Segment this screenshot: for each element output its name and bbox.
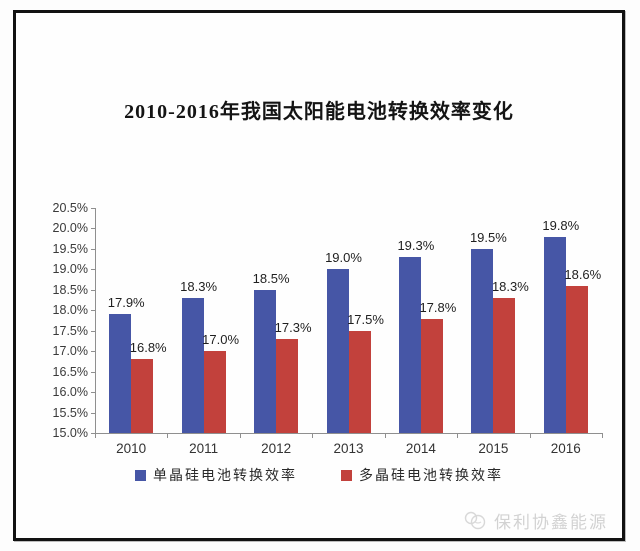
y-tick-label: 16.5% [52, 364, 88, 379]
legend-label: 单晶硅电池转换效率 [153, 469, 297, 484]
bar-value-label: 19.5% [469, 229, 507, 245]
bar-value-label: 17.5% [347, 311, 384, 327]
bar [326, 269, 349, 433]
x-tick [457, 433, 459, 438]
bar-value-label: 16.8% [129, 340, 167, 356]
bar-value-label: 19.0% [325, 250, 362, 266]
watermark: 保利协鑫能源 [463, 508, 608, 533]
gcl-logo-icon [464, 511, 486, 529]
bar-value-label: 18.3% [180, 279, 218, 294]
y-tick [91, 228, 95, 230]
legend: 单晶硅电池转换效率 多晶硅电池转换效率 [16, 465, 622, 485]
bar-value-label: 18.6% [564, 266, 602, 282]
y-tick [91, 248, 95, 250]
y-tick-label: 17.0% [52, 344, 88, 359]
chart-frame: 2010-2016年我国太阳能电池转换效率变化 单晶硅电池转换效率 多晶硅电池转换… [13, 10, 625, 541]
x-axis-line [95, 433, 602, 434]
bar-value-label: 19.3% [397, 238, 435, 254]
y-tick [91, 392, 95, 394]
y-tick-label: 18.0% [52, 303, 88, 318]
bar-value-label: 17.3% [274, 319, 312, 335]
bar [131, 359, 154, 433]
legend-item: 多晶硅电池转换效率 [341, 465, 503, 485]
x-tick-label: 2012 [261, 441, 292, 456]
x-tick-label: 2015 [478, 441, 509, 456]
x-tick-label: 2013 [333, 441, 364, 456]
y-tick-label: 20.5% [52, 201, 88, 215]
bar-value-label: 18.5% [252, 270, 290, 286]
bar [471, 248, 494, 433]
y-tick-label: 20.0% [52, 221, 88, 236]
y-tick [91, 412, 95, 414]
x-tick-label: 2011 [189, 441, 219, 456]
y-tick [91, 371, 95, 373]
y-tick-label: 15.0% [52, 426, 88, 440]
bar-value-label: 17.0% [202, 332, 240, 348]
y-tick [91, 289, 95, 291]
legend-item: 单晶硅电池转换效率 [135, 465, 297, 485]
bar [420, 318, 443, 433]
bar-value-label: 19.8% [542, 217, 580, 233]
x-tick [529, 433, 531, 438]
y-axis-line [95, 208, 96, 433]
x-tick [384, 433, 386, 438]
bar [493, 298, 516, 433]
y-tick [91, 351, 95, 353]
bar [543, 236, 566, 433]
bar [203, 351, 226, 433]
bar [181, 298, 204, 433]
x-tick-label: 2010 [116, 441, 147, 456]
y-tick [91, 330, 95, 332]
y-tick-label: 17.5% [52, 323, 88, 338]
x-tick [167, 433, 169, 438]
legend-label: 多晶硅电池转换效率 [359, 469, 503, 484]
x-tick-label: 2014 [405, 441, 436, 456]
chart-title: 2010-2016年我国太阳能电池转换效率变化 [124, 101, 514, 123]
y-tick-label: 19.0% [52, 262, 88, 277]
y-tick [91, 208, 95, 209]
x-tick-label: 2016 [550, 441, 581, 456]
x-tick [312, 433, 314, 438]
y-tick [91, 433, 95, 434]
y-tick-label: 16.0% [52, 385, 88, 400]
y-tick-label: 19.5% [52, 241, 88, 256]
x-tick [602, 433, 603, 438]
x-tick [239, 433, 241, 438]
bar [398, 257, 421, 433]
bar [109, 314, 132, 433]
bar-value-label: 17.8% [419, 299, 457, 315]
bar-value-label: 18.3% [491, 279, 529, 294]
bar [348, 330, 371, 433]
bar-value-label: 17.9% [107, 295, 145, 311]
bar [565, 285, 588, 433]
bar [276, 338, 299, 433]
y-tick-label: 15.5% [52, 405, 88, 420]
y-tick [91, 269, 95, 271]
y-tick [91, 310, 95, 312]
legend-swatch [135, 469, 146, 481]
legend-swatch [341, 469, 352, 481]
watermark-label: 保利协鑫能源 [494, 513, 608, 532]
x-tick [95, 433, 96, 438]
y-tick-label: 18.5% [52, 282, 88, 297]
bar [254, 289, 277, 433]
